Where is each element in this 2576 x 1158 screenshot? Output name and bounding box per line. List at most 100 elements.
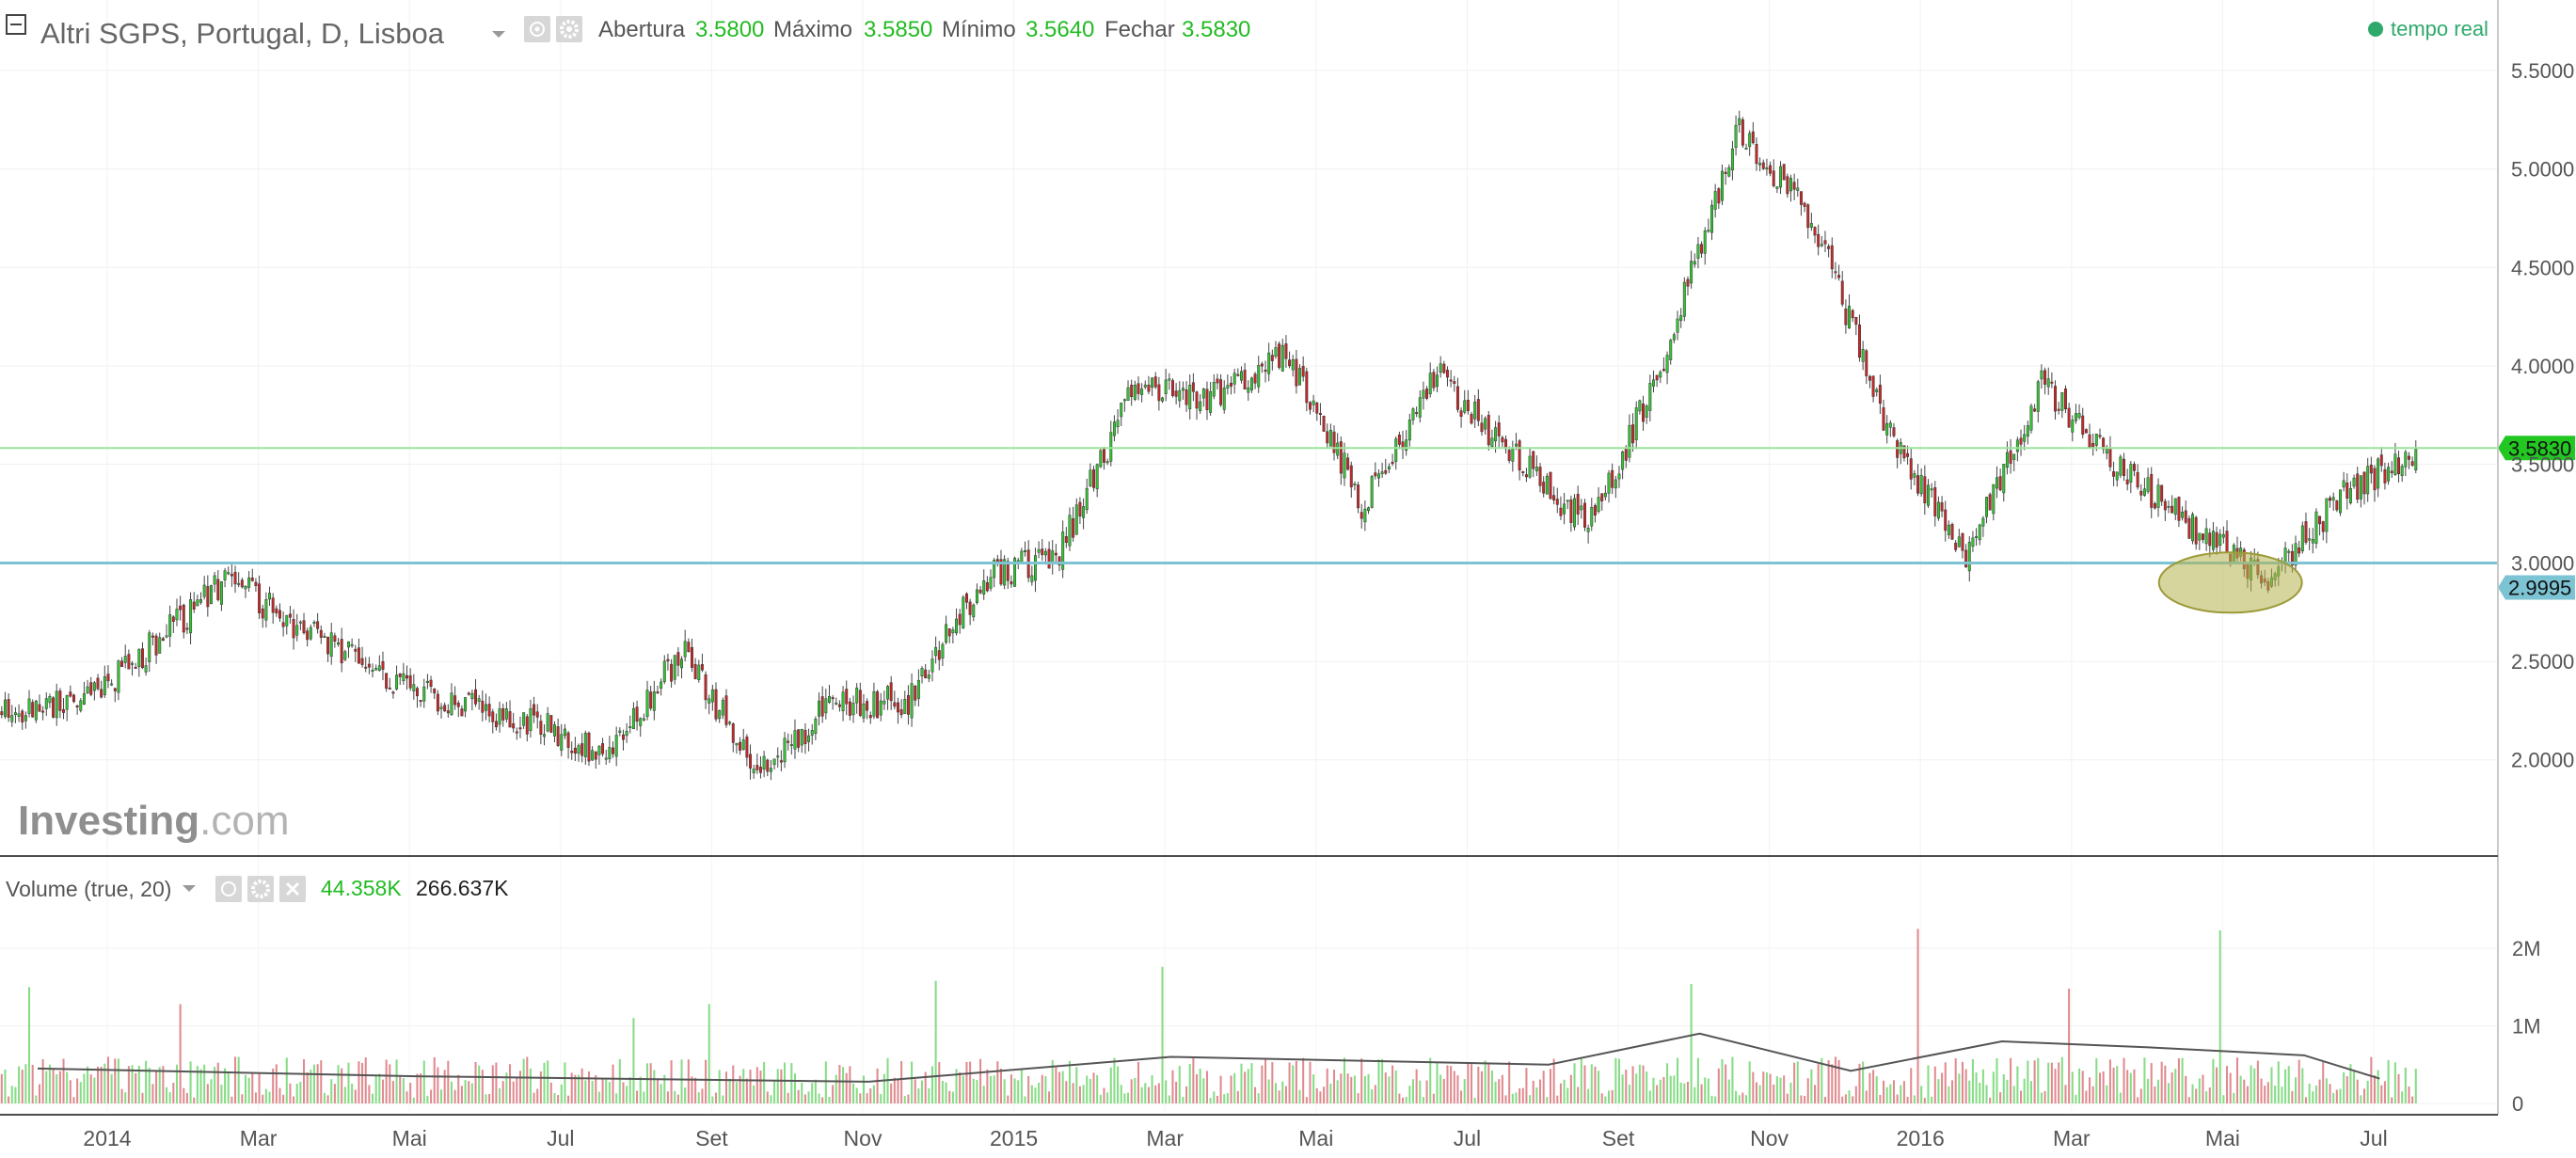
volume-bar — [993, 1075, 995, 1103]
candle-body — [1772, 170, 1775, 186]
volume-bar — [1096, 1074, 1099, 1103]
candle-body — [718, 709, 722, 720]
candle-body — [2194, 516, 2198, 545]
volume-bar — [862, 1075, 865, 1103]
volume-bar — [1614, 1057, 1617, 1103]
volume-bar — [1937, 1079, 1940, 1103]
volume-bar — [803, 1094, 806, 1103]
candle-body — [1199, 401, 1202, 412]
volume-bar — [422, 1060, 425, 1103]
volume-bar — [1024, 1096, 1026, 1103]
candle-body — [1357, 484, 1360, 509]
volume-bar — [807, 1091, 810, 1103]
candle-body — [546, 713, 549, 732]
volume-bar — [1471, 1064, 1473, 1103]
candle-body — [2225, 531, 2229, 553]
candle-body — [1105, 461, 1109, 464]
candle-body — [1034, 555, 1037, 581]
title-dropdown-icon[interactable] — [492, 31, 505, 38]
candle-body — [278, 610, 281, 619]
candle-body — [1769, 165, 1773, 174]
candle-body — [1789, 178, 1792, 192]
volume-dropdown-icon[interactable] — [183, 885, 196, 892]
candle-body — [876, 691, 880, 719]
volume-bar — [2174, 1069, 2177, 1103]
candle-body — [491, 711, 495, 722]
candle-body — [75, 705, 79, 707]
volume-bar — [196, 1066, 199, 1103]
candle-body — [1174, 390, 1178, 397]
candle-body — [1391, 461, 1394, 465]
volume-bar — [495, 1062, 498, 1103]
volume-bar — [372, 1093, 374, 1103]
volume-bar — [1804, 1095, 1806, 1103]
volume-bar — [1106, 1092, 1109, 1103]
volume-bar — [481, 1070, 484, 1103]
volume-bar — [1463, 1079, 1466, 1103]
candle-body — [1923, 476, 1927, 503]
volume-bar — [859, 1093, 862, 1103]
candle-body — [65, 694, 69, 710]
volume-bar — [1501, 1074, 1503, 1103]
candle-body — [828, 695, 831, 703]
volume-bar — [258, 1072, 261, 1103]
volume-bar — [1569, 1074, 1572, 1103]
candle-body — [563, 728, 566, 737]
candle-body — [343, 651, 347, 660]
candle-body — [1013, 558, 1017, 587]
volume-bar — [1996, 1057, 1998, 1103]
volume-bar — [1398, 1093, 1401, 1103]
volume-average-value: 266.637K — [416, 876, 509, 900]
volume-title: Volume (true, 20) — [6, 877, 171, 901]
candle-body — [512, 722, 516, 729]
candle-body — [1521, 471, 1525, 473]
candle-body — [2043, 370, 2047, 385]
chart-title: Altri SGPS, Portugal, D, Lisboa — [40, 17, 445, 50]
candle-body — [391, 691, 395, 694]
candle-body — [1861, 349, 1865, 362]
volume-bar — [374, 1075, 377, 1103]
candle-body — [1322, 416, 1326, 432]
candle-body — [1415, 412, 1419, 415]
volume-bar — [1007, 1095, 1010, 1103]
candle-body — [2009, 450, 2012, 464]
volume-bar — [1432, 1093, 1435, 1103]
candle-body — [1078, 501, 1082, 517]
volume-bar — [210, 1079, 213, 1103]
candle-body — [1072, 518, 1075, 538]
volume-bar — [1315, 1087, 1318, 1103]
volume-bar — [2098, 1072, 2101, 1103]
volume-bar — [1137, 1061, 1139, 1103]
candle-body — [494, 721, 498, 728]
candle-body — [148, 632, 151, 662]
candle-body — [700, 664, 704, 671]
candle-body — [2036, 381, 2040, 412]
volume-eye-button[interactable] — [215, 876, 242, 902]
candle-body — [1240, 371, 1243, 381]
candle-body — [268, 593, 271, 600]
candle-body — [233, 571, 237, 585]
volume-bar — [189, 1061, 192, 1103]
volume-bar — [2043, 1090, 2046, 1103]
volume-bar — [437, 1067, 439, 1103]
volume-bar — [1274, 1083, 1277, 1103]
candle-body — [244, 585, 247, 590]
candle-body — [835, 702, 838, 705]
volume-bar — [295, 1083, 298, 1103]
candle-body — [2187, 517, 2191, 539]
candle-body — [1209, 391, 1213, 413]
candle-body — [914, 685, 917, 701]
volume-bar — [1113, 1057, 1116, 1103]
volume-bar — [312, 1064, 315, 1103]
candle-body — [395, 674, 399, 690]
candle-body — [2163, 500, 2167, 511]
candle-body — [1961, 532, 1964, 551]
volume-bar — [1394, 1070, 1397, 1103]
candle-body — [1295, 358, 1298, 387]
candle-body — [965, 593, 968, 603]
volume-bar — [2226, 1066, 2229, 1103]
volume-bar — [485, 1094, 487, 1103]
candle-body — [2181, 511, 2185, 518]
candle-body — [312, 622, 316, 624]
